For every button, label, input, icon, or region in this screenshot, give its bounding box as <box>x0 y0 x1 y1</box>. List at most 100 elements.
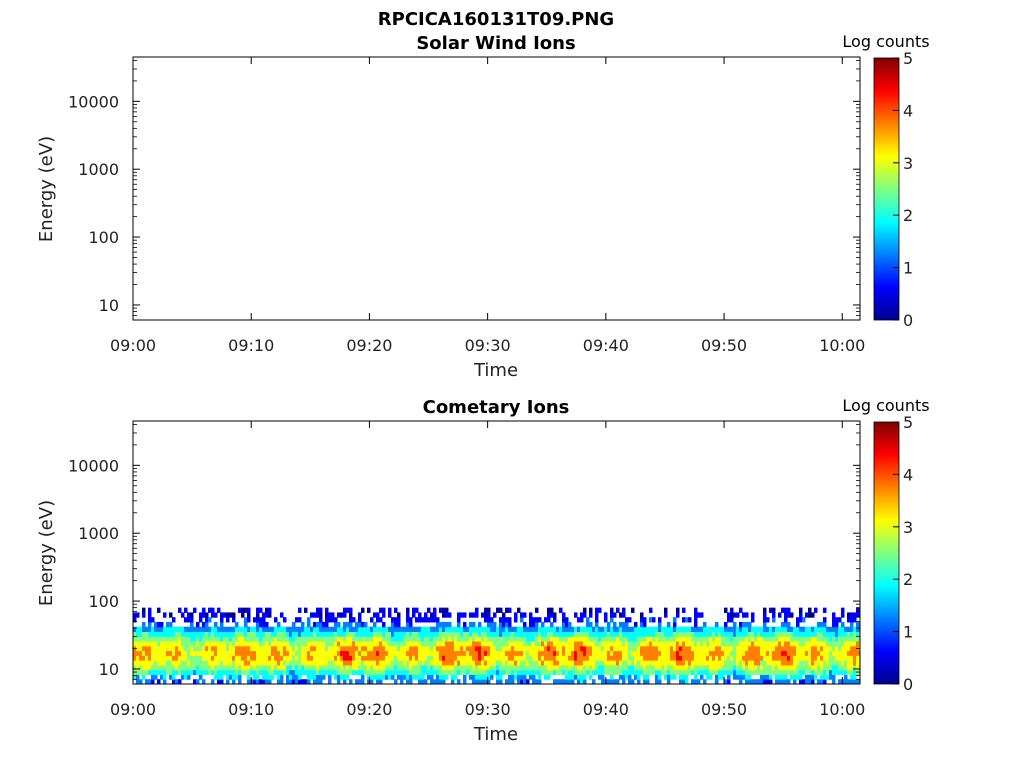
heatmap-cell <box>298 617 302 623</box>
heatmap-cell <box>664 650 668 656</box>
heatmap-cell <box>145 650 149 656</box>
heatmap-cell <box>538 631 542 637</box>
heatmap-cell <box>817 641 821 647</box>
heatmap-cell <box>613 645 617 652</box>
heatmap-cell <box>229 626 233 633</box>
heatmap-cell <box>646 641 650 647</box>
heatmap-cell <box>172 645 176 652</box>
heatmap-cell <box>295 664 299 671</box>
heatmap-cell <box>178 660 182 666</box>
heatmap-cell <box>508 660 512 666</box>
heatmap-cell <box>670 626 674 633</box>
heatmap-cell <box>577 664 581 671</box>
y-axis-label: Energy (eV) <box>36 500 57 606</box>
heatmap-cell <box>724 621 728 628</box>
heatmap-cell <box>619 621 623 628</box>
heatmap-cell <box>547 645 551 652</box>
colorbar <box>873 421 900 685</box>
heatmap-cell <box>580 617 584 623</box>
heatmap-cell <box>355 679 359 684</box>
heatmap-cell <box>517 636 521 642</box>
heatmap-cell <box>193 679 197 684</box>
heatmap-cell <box>235 636 239 642</box>
heatmap-cell <box>700 636 704 642</box>
heatmap-cell <box>223 669 227 675</box>
heatmap-cell <box>535 650 539 656</box>
heatmap-cell <box>487 650 491 656</box>
heatmap-cell <box>694 607 698 613</box>
heatmap-cell <box>145 641 149 647</box>
heatmap-cell <box>598 650 602 656</box>
heatmap-cell <box>247 641 251 647</box>
heatmap-cell <box>304 669 308 675</box>
heatmap-cell <box>364 626 368 633</box>
heatmap-cell <box>823 655 827 661</box>
heatmap-cell <box>679 631 683 637</box>
heatmap-cell <box>202 655 206 661</box>
heatmap-cell <box>244 650 248 656</box>
heatmap-cell <box>520 636 524 642</box>
heatmap-cell <box>277 626 281 633</box>
heatmap-cell <box>583 607 587 613</box>
heatmap-cell <box>775 645 779 652</box>
heatmap-cell <box>691 655 695 661</box>
heatmap-cell <box>808 645 812 652</box>
heatmap-cell <box>610 641 614 647</box>
heatmap-cell <box>187 626 191 633</box>
heatmap-cell <box>712 631 716 637</box>
heatmap-cell <box>331 617 335 623</box>
heatmap-cell <box>700 650 704 656</box>
heatmap-cell <box>850 617 854 623</box>
heatmap-cell <box>802 679 806 684</box>
heatmap-cell <box>415 626 419 633</box>
heatmap-cell <box>283 617 287 623</box>
heatmap-cell <box>688 641 692 647</box>
heatmap-cell <box>595 617 599 623</box>
heatmap-cell <box>442 612 446 618</box>
heatmap-cell <box>463 674 467 680</box>
heatmap-cell <box>412 650 416 656</box>
heatmap-cell <box>337 679 341 684</box>
heatmap-cell <box>793 660 797 666</box>
heatmap-cell <box>649 631 653 637</box>
heatmap-cell <box>382 645 386 652</box>
heatmap-cell <box>475 645 479 652</box>
heatmap-cell <box>682 669 686 675</box>
heatmap-cell <box>454 626 458 633</box>
heatmap-cell <box>226 626 230 633</box>
heatmap-cell <box>442 636 446 642</box>
heatmap-cell <box>265 660 269 666</box>
heatmap-cell <box>595 645 599 652</box>
heatmap-cell <box>793 650 797 656</box>
heatmap-cell <box>589 607 593 613</box>
heatmap-cell <box>784 660 788 666</box>
heatmap-cell <box>136 631 140 637</box>
heatmap-cell <box>841 664 845 671</box>
colorbar-tick-label: 1 <box>903 623 913 642</box>
heatmap-cell <box>331 664 335 671</box>
heatmap-cell <box>493 645 497 652</box>
heatmap-cell <box>613 655 617 661</box>
heatmap-cell <box>226 645 230 652</box>
heatmap-cell <box>796 674 800 680</box>
heatmap-cell <box>586 669 590 675</box>
heatmap-cell <box>541 650 545 656</box>
heatmap-cell <box>502 641 506 647</box>
heatmap-cell <box>715 674 719 680</box>
heatmap-cell <box>436 660 440 666</box>
heatmap-cell <box>562 679 566 684</box>
heatmap-cell <box>355 631 359 637</box>
heatmap-cell <box>481 645 485 652</box>
heatmap-cell <box>301 660 305 666</box>
heatmap-cell <box>700 626 704 633</box>
heatmap-cell <box>505 641 509 647</box>
heatmap-cell <box>736 631 740 637</box>
heatmap-cell <box>583 626 587 633</box>
heatmap-cell <box>478 669 482 675</box>
heatmap-cell <box>589 655 593 661</box>
heatmap-cell <box>250 645 254 652</box>
heatmap-cell <box>469 631 473 637</box>
heatmap-cell <box>346 631 350 637</box>
heatmap-cell <box>655 631 659 637</box>
heatmap-cell <box>556 626 560 633</box>
